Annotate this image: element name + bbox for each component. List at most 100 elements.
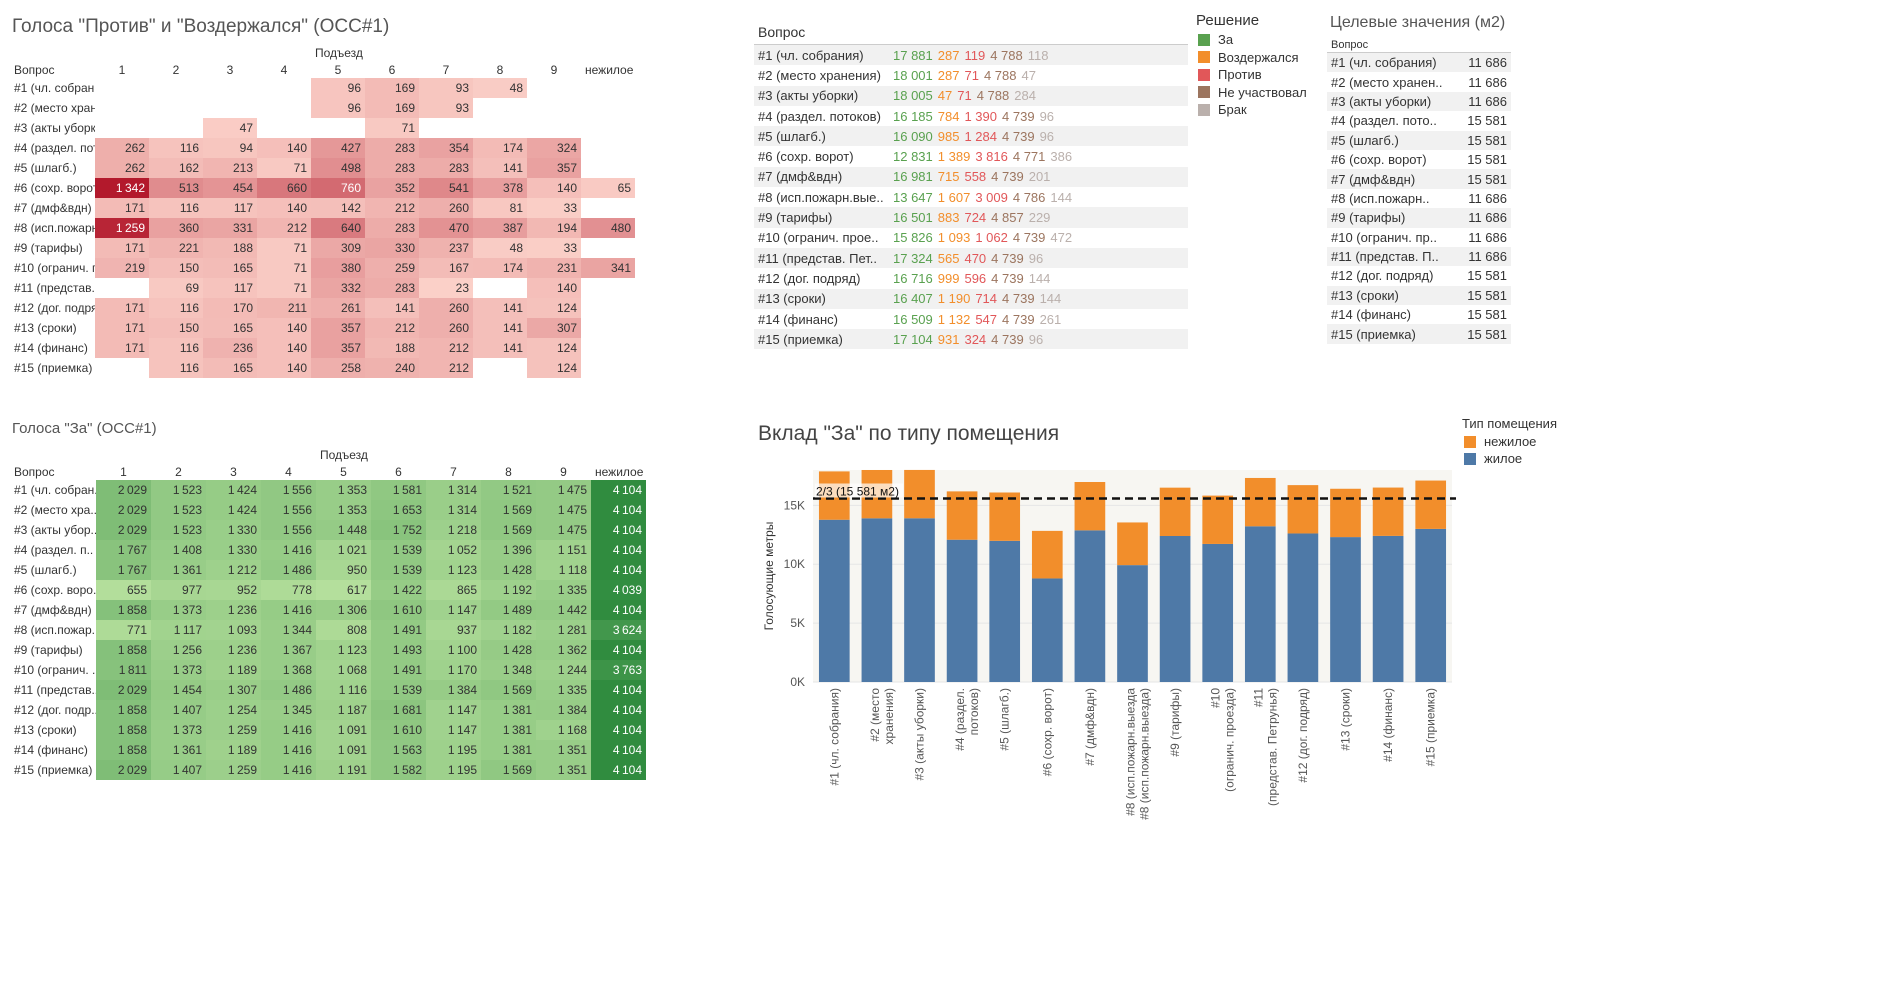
heatmap-cell: 212 (365, 198, 419, 218)
empty-cell (257, 98, 311, 118)
heatmap-cell: 1 236 (206, 640, 261, 660)
legend-swatch-icon (1198, 86, 1210, 98)
heatmap-cell: 240 (365, 358, 419, 378)
legend-item[interactable]: Брак (1198, 102, 1247, 117)
against-heatmap: Подъезд Вопрос 1 2 3 4 5 6 7 8 9 нежилое #1 (чл. соб… (10, 44, 635, 378)
heatmap-cell: 1 330 (206, 540, 261, 560)
table-row: #1 (чл. собрания) 17 881 287 119 4 788 118 (754, 44, 1188, 66)
decision-table: Вопрос #1 (чл. собрания) 17 881 287 119 4 788… (754, 20, 1188, 350)
heatmap-cell: 1 151 (536, 540, 591, 560)
heatmap-cell: 3 624 (591, 620, 646, 640)
empty-cell (257, 78, 311, 98)
heatmap-cell: 360 (149, 218, 203, 238)
reference-label-bg (815, 483, 903, 498)
target-table-title: Целевые значения (м2) (1330, 14, 1506, 31)
table-row: #13 (сроки) 16 407 1 190 714 4 739 144 (754, 288, 1188, 309)
heatmap-cell: 1 407 (151, 700, 206, 720)
heatmap-cell: 1 189 (206, 660, 261, 680)
row-label: #2 (место хра.. (14, 503, 96, 517)
legend-item[interactable]: За (1198, 32, 1233, 47)
table-row: #11 (представ. Пет.. 17 324 565 470 4 739 96 (754, 247, 1188, 269)
x-tick-label: #7 (дмф&вдн) (1083, 688, 1097, 766)
x-tick-label: #1 (чл. собрания) (827, 688, 841, 785)
table-row: #2 (место хран.. 96 169 93 (10, 98, 635, 118)
target-value: 15 581 (1467, 152, 1507, 168)
heatmap-cell: 117 (203, 198, 257, 218)
row-label: #4 (раздел. п.. (14, 543, 94, 557)
legend-item[interactable]: Воздержался (1198, 50, 1299, 65)
table-row: #13 (сроки) 171 150 165 140 357 212 260 141 307 (10, 318, 635, 338)
heatmap-cell: 48 (473, 78, 527, 98)
legend-swatch-icon (1198, 33, 1210, 46)
heatmap-cell: 140 (257, 318, 311, 338)
heatmap-cell: 1 582 (371, 760, 426, 780)
decision-value: 229 (1028, 210, 1051, 226)
heatmap-cell: 140 (257, 198, 311, 218)
table-row: #6 (сохр. ворот) 15 581 (1327, 149, 1511, 170)
row-label: #6 (сохр. ворот) (758, 149, 854, 165)
decision-value: 4 786 (1012, 189, 1046, 205)
heatmap-cell: 778 (261, 580, 316, 600)
heatmap-cell: 1 610 (371, 600, 426, 620)
heatmap-cell: 71 (257, 258, 311, 278)
empty-cell (581, 318, 635, 338)
heatmap-cell: 1 858 (96, 740, 151, 760)
row-label: #13 (сроки) (1331, 287, 1399, 303)
chart-legend-title: Тип помещения (1462, 416, 1557, 431)
heatmap-cell: 2 029 (96, 680, 151, 700)
legend-item[interactable]: Против (1198, 67, 1262, 82)
chart-legend-item[interactable]: жилое (1464, 451, 1522, 466)
heatmap-cell: 1 244 (536, 660, 591, 680)
heatmap-cell: 1 168 (536, 720, 591, 740)
heatmap-cell: 1 236 (206, 600, 261, 620)
chart-legend-item[interactable]: нежилое (1464, 434, 1536, 449)
heatmap-cell: 1 424 (206, 500, 261, 520)
heatmap-cell: 1 416 (261, 540, 316, 560)
column-header: 5 (340, 465, 347, 479)
table-row: #15 (приемка) 2 029 1 407 1 259 1 416 1 191 1 … (10, 760, 646, 780)
table-row: #4 (раздел. пото.. 15 581 (1327, 111, 1511, 131)
bar-нежилое (1159, 487, 1191, 536)
heatmap-cell: 1 858 (96, 700, 151, 720)
row-label: #8 (исп.пожарн.. (1331, 190, 1430, 206)
row-label: #7 (дмф&вдн) (14, 603, 92, 617)
table-row: #14 (финанс) 15 581 (1327, 305, 1511, 325)
heatmap-cell: 1 259 (95, 218, 149, 238)
legend-item[interactable]: Не участвовал (1198, 85, 1307, 100)
heatmap-cell: 1 858 (96, 640, 151, 660)
empty-cell (257, 118, 311, 138)
decision-value: 13 647 (893, 189, 933, 205)
heatmap-cell: 170 (203, 298, 257, 318)
legend-swatch-icon (1198, 51, 1210, 63)
decision-value: 565 (937, 250, 960, 266)
heatmap-cell: 188 (365, 338, 419, 358)
for-heatmap: Подъезд Вопрос 1 2 3 4 5 6 7 8 9 нежилое #1 (чл. соб… (10, 446, 646, 780)
table-row: #14 (финанс) 16 509 1 132 547 4 739 261 (754, 308, 1188, 330)
table-row: #10 (огранич. .. 1 811 1 373 1 189 1 368 1 06… (10, 660, 646, 680)
table-row: #9 (тарифы) 1 858 1 256 1 236 1 367 1 123 1 49… (10, 640, 646, 660)
heatmap-cell: 1 569 (481, 520, 536, 540)
heatmap-cell: 1 147 (426, 720, 481, 740)
target-value: 11 686 (1468, 74, 1507, 90)
column-header: 4 (285, 465, 292, 479)
target-value: 11 686 (1468, 249, 1507, 265)
heatmap-cell: 1 556 (261, 480, 316, 500)
heatmap-cell: 1 653 (371, 500, 426, 520)
heatmap-cell: 211 (257, 298, 311, 318)
heatmap-cell: 260 (419, 198, 473, 218)
decision-value: 4 739 (1002, 291, 1035, 307)
heatmap-cell: 174 (473, 138, 527, 158)
row-label: #11 (представ.. (14, 281, 95, 295)
decision-value: 784 (937, 108, 960, 124)
heatmap-cell: 4 104 (591, 600, 646, 620)
column-header: 4 (280, 63, 288, 77)
heatmap-cell: 96 (311, 78, 365, 98)
decision-value: 144 (1028, 270, 1051, 286)
x-tick-label: #4 (раздел.потоков) (953, 688, 981, 751)
heatmap-cell: 660 (257, 178, 311, 198)
heatmap-cell: 1 424 (206, 480, 261, 500)
heatmap-cell: 1 767 (96, 540, 151, 560)
heatmap-cell: 357 (311, 318, 365, 338)
heatmap-cell: 2 029 (96, 480, 151, 500)
x-tick-label: #10(огранич. проезда) (1209, 688, 1237, 792)
